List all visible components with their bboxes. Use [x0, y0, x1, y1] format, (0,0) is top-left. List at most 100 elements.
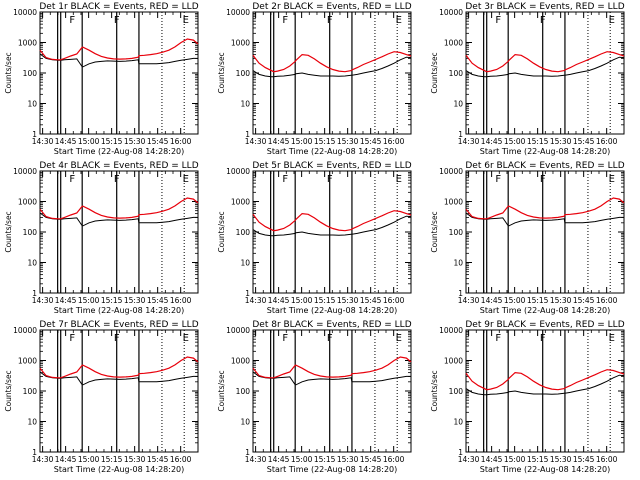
events-series-line — [39, 371, 198, 386]
marker-letter: E — [396, 15, 402, 26]
marker-letter: F — [69, 174, 75, 185]
x-tick-label: 14:30 — [245, 455, 267, 464]
y-tick-label: 10 — [240, 418, 250, 427]
marker-letter: F — [327, 333, 333, 344]
marker-letter: F — [69, 333, 75, 344]
y-axis-label: Counts/sec — [4, 52, 13, 93]
y-tick-label: 10000 — [226, 8, 250, 17]
marker-letter: F — [327, 174, 333, 185]
y-axis-label: Counts/sec — [217, 52, 226, 93]
lld-series-line — [39, 197, 199, 220]
y-tick-label: 1 — [32, 448, 37, 457]
x-tick-label: 14:45 — [481, 455, 503, 464]
events-series-line — [252, 371, 411, 386]
marker-letter: F — [282, 333, 288, 344]
y-tick-label: 100 — [449, 387, 464, 396]
marker-letter: E — [183, 333, 189, 344]
x-axis-label: Start Time (22-Aug-08 14:28:20) — [267, 306, 398, 315]
lld-series-line — [39, 356, 199, 379]
x-axis-label: Start Time (22-Aug-08 14:28:20) — [54, 306, 185, 315]
y-tick-label: 1 — [245, 130, 250, 139]
y-tick-label: 100 — [23, 387, 38, 396]
plot-frame — [39, 11, 199, 135]
x-tick-label: 15:00 — [504, 455, 526, 464]
x-tick-label: 16:00 — [170, 455, 192, 464]
panel-title: Det 4r BLACK = Events, RED = LLD — [39, 161, 198, 171]
y-tick-label: 10 — [240, 259, 250, 268]
x-tick-label: 14:30 — [32, 296, 54, 305]
x-axis-label: Start Time (22-Aug-08 14:28:20) — [480, 306, 611, 315]
x-tick-label: 15:00 — [78, 455, 100, 464]
y-tick-label: 1000 — [18, 39, 37, 48]
events-series-line — [39, 212, 198, 227]
x-tick-label: 14:45 — [481, 137, 503, 146]
x-tick-label: 14:30 — [245, 137, 267, 146]
y-tick-label: 100 — [23, 228, 38, 237]
marker-letter: E — [183, 15, 189, 26]
x-tick-label: 15:15 — [527, 137, 549, 146]
marker-letter: E — [609, 15, 615, 26]
x-tick-label: 16:00 — [383, 296, 405, 305]
y-axis-label: Counts/sec — [4, 370, 13, 411]
y-tick-label: 100 — [449, 228, 464, 237]
plot-frame — [39, 170, 199, 294]
x-tick-label: 14:45 — [481, 296, 503, 305]
y-tick-label: 1 — [245, 448, 250, 457]
y-tick-label: 1 — [458, 289, 463, 298]
x-tick-label: 14:45 — [55, 137, 77, 146]
x-tick-label: 14:45 — [268, 137, 290, 146]
x-tick-label: 15:45 — [573, 296, 595, 305]
marker-letter: F — [540, 174, 546, 185]
y-tick-label: 1 — [32, 289, 37, 298]
events-series-line — [465, 374, 625, 396]
x-tick-label: 14:30 — [245, 296, 267, 305]
x-axis-label: Start Time (22-Aug-08 14:28:20) — [267, 147, 398, 156]
x-tick-label: 15:15 — [314, 137, 336, 146]
y-tick-label: 1000 — [444, 357, 463, 366]
x-tick-label: 15:30 — [337, 137, 359, 146]
x-tick-label: 14:45 — [268, 455, 290, 464]
x-tick-label: 15:00 — [291, 137, 313, 146]
y-axis-label: Counts/sec — [430, 211, 439, 252]
y-tick-label: 1000 — [18, 357, 37, 366]
y-tick-label: 10000 — [226, 167, 250, 176]
panel-title: Det 9r BLACK = Events, RED = LLD — [465, 320, 624, 330]
plot-frame — [465, 11, 625, 135]
x-tick-label: 16:00 — [383, 455, 405, 464]
x-axis-label: Start Time (22-Aug-08 14:28:20) — [480, 465, 611, 474]
y-tick-label: 10000 — [439, 8, 463, 17]
x-tick-label: 15:30 — [337, 455, 359, 464]
marker-letter: F — [495, 333, 501, 344]
lld-series-line — [465, 51, 625, 73]
panel-title: Det 3r BLACK = Events, RED = LLD — [465, 2, 624, 12]
panel-5: Det 5r BLACK = Events, RED = LLD 1 10 100 10… — [217, 161, 412, 315]
panel-4: Det 4r BLACK = Events, RED = LLD 1 10 100 10… — [4, 161, 199, 315]
marker-letter: F — [327, 15, 333, 26]
y-tick-label: 10 — [453, 259, 463, 268]
lld-series-line — [39, 38, 199, 61]
x-tick-label: 15:15 — [314, 455, 336, 464]
y-tick-label: 100 — [23, 69, 38, 78]
marker-letter: E — [609, 174, 615, 185]
x-tick-label: 15:15 — [101, 296, 123, 305]
x-tick-label: 15:15 — [527, 455, 549, 464]
x-tick-label: 15:15 — [314, 296, 336, 305]
panel-1: Det 1r BLACK = Events, RED = LLD 1 10 100 10… — [4, 2, 199, 156]
x-tick-label: 15:45 — [360, 296, 382, 305]
panel-title: Det 5r BLACK = Events, RED = LLD — [252, 161, 411, 171]
lld-series-line — [252, 356, 412, 379]
x-tick-label: 15:30 — [124, 137, 146, 146]
marker-letter: F — [69, 15, 75, 26]
y-axis-label: Counts/sec — [430, 52, 439, 93]
events-series-line — [252, 215, 412, 237]
y-axis-label: Counts/sec — [430, 370, 439, 411]
panel-2: Det 2r BLACK = Events, RED = LLD 1 10 100 10… — [217, 2, 412, 156]
x-tick-label: 15:45 — [573, 137, 595, 146]
panel-title: Det 7r BLACK = Events, RED = LLD — [39, 320, 198, 330]
y-tick-label: 100 — [236, 69, 251, 78]
marker-letter: F — [282, 174, 288, 185]
y-tick-label: 1000 — [444, 198, 463, 207]
y-axis-label: Counts/sec — [217, 211, 226, 252]
x-tick-label: 15:30 — [124, 296, 146, 305]
